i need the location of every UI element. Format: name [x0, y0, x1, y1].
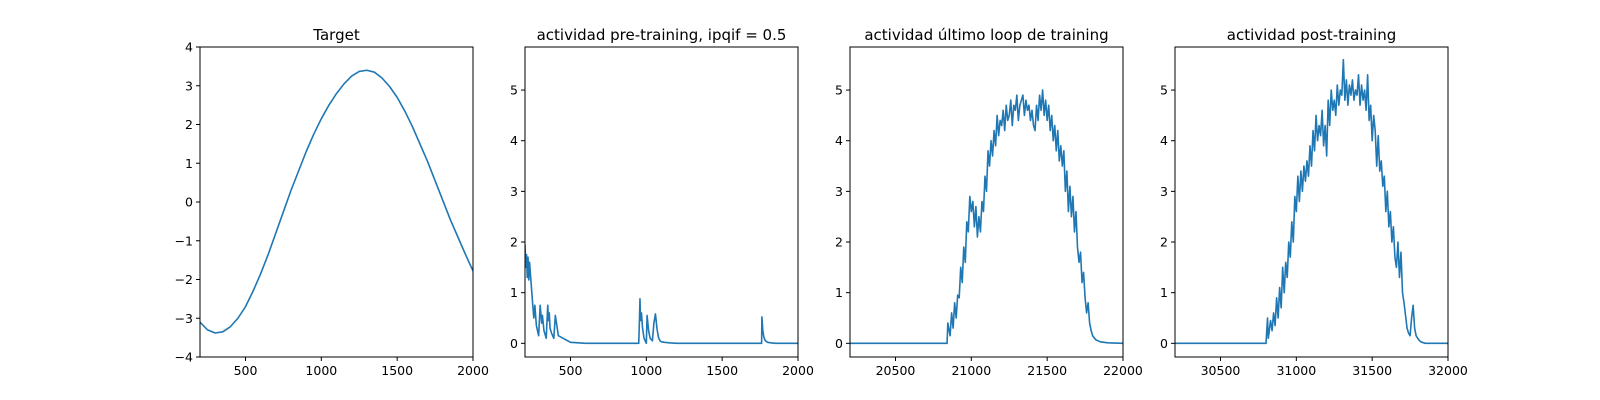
x-tick-label: 32000 — [1428, 363, 1468, 378]
plot-frame — [849, 46, 1124, 358]
x-tick-label: 500 — [559, 363, 583, 378]
x-tick-label: 30500 — [1201, 363, 1241, 378]
x-tick-label: 2000 — [457, 363, 489, 378]
y-tick-label: 0 — [1160, 336, 1168, 351]
x-tick-label: 31000 — [1276, 363, 1316, 378]
x-tick-label: 1500 — [706, 363, 738, 378]
x-tick-label: 20500 — [876, 363, 916, 378]
x-tick-label: 2000 — [782, 363, 814, 378]
series-line — [525, 244, 798, 345]
chart-title: actividad post-training — [1227, 26, 1396, 44]
x-tick-label: 500 — [234, 363, 258, 378]
x-tick-label: 22000 — [1103, 363, 1143, 378]
series-line — [1175, 58, 1448, 345]
y-tick-label: 1 — [1160, 285, 1168, 300]
y-tick-label: 3 — [1160, 184, 1168, 199]
x-tick-label: 21000 — [951, 363, 991, 378]
y-tick-label: 4 — [1160, 133, 1168, 148]
plot-frame — [524, 46, 799, 358]
x-tick-label: 1500 — [381, 363, 413, 378]
y-tick-label: 4 — [835, 133, 843, 148]
y-tick-label: 3 — [510, 184, 518, 199]
chart-post-training: actividad post-training 30500 31000 31500 3… — [1160, 26, 1468, 378]
y-tick-label: 5 — [510, 83, 518, 98]
y-tick-label: 2 — [835, 235, 843, 250]
plot-frame — [1174, 46, 1449, 358]
series-line — [200, 69, 473, 334]
x-tick-label: 21500 — [1027, 363, 1067, 378]
y-tick-label: 2 — [510, 235, 518, 250]
y-tick-label: 0 — [185, 195, 193, 210]
chart-title: actividad último loop de training — [864, 26, 1108, 44]
chart-title: actividad pre-training, ipqif = 0.5 — [537, 26, 787, 44]
y-tick-label: 4 — [510, 133, 518, 148]
chart-pre-training: actividad pre-training, ipqif = 0.5 500 1… — [510, 26, 814, 378]
y-tick-label: 4 — [185, 40, 193, 55]
y-tick-label: −4 — [175, 350, 193, 365]
y-tick-label: 5 — [835, 83, 843, 98]
y-tick-label: 1 — [835, 285, 843, 300]
y-tick-label: 2 — [1160, 235, 1168, 250]
chart-title: Target — [312, 26, 360, 44]
y-tick-label: −3 — [175, 311, 193, 326]
y-tick-label: 2 — [185, 117, 193, 132]
y-tick-label: −2 — [175, 272, 193, 287]
y-tick-label: 3 — [185, 78, 193, 93]
chart-last-training-loop: actividad último loop de training 20500 2… — [835, 26, 1143, 378]
y-tick-label: 5 — [1160, 83, 1168, 98]
series-line — [850, 89, 1123, 345]
chart-target: Target 500 1000 1500 2000 −4 −3 −2 −1 0 1 2 3 4 — [175, 26, 489, 378]
x-tick-label: 31500 — [1352, 363, 1392, 378]
y-tick-label: 3 — [835, 184, 843, 199]
y-tick-label: 1 — [510, 285, 518, 300]
x-tick-label: 1000 — [630, 363, 662, 378]
x-tick-label: 1000 — [305, 363, 337, 378]
y-tick-label: 1 — [185, 156, 193, 171]
y-tick-label: 0 — [510, 336, 518, 351]
y-tick-label: 0 — [835, 336, 843, 351]
y-tick-label: −1 — [175, 233, 193, 248]
